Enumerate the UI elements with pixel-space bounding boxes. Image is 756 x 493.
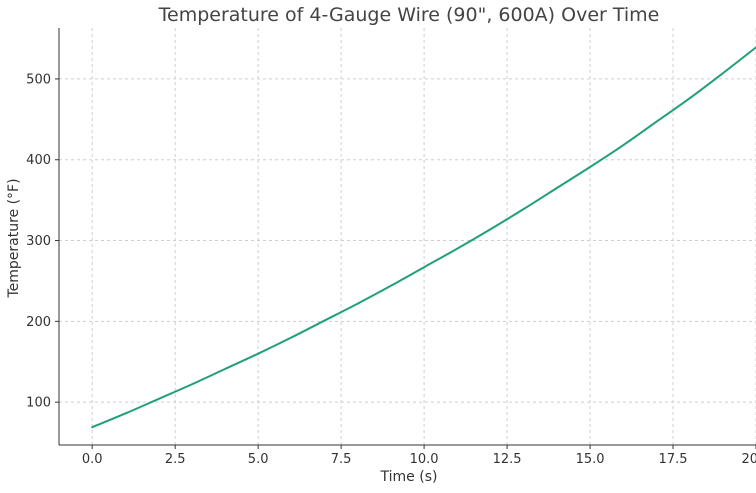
y-tick-label: 100 — [26, 396, 51, 411]
x-tick-label: 0.0 — [82, 452, 103, 467]
y-tick-label: 300 — [26, 234, 51, 249]
series — [91, 46, 756, 429]
y-tick-label: 400 — [26, 153, 51, 168]
y-tick-label: 500 — [26, 72, 51, 87]
x-tick-label: 5.0 — [248, 452, 269, 467]
x-tick-label: 15.0 — [576, 452, 605, 467]
x-tick-label: 20.0 — [742, 452, 756, 467]
ticks: 0.0 2.5 5.0 7.5 10.0 12.5 15.0 17.5 20.0 100 200 30… — [26, 72, 756, 467]
axes — [58, 28, 756, 446]
y-axis-label: Temperature (°F) — [6, 178, 22, 298]
x-tick-label: 12.5 — [493, 452, 522, 467]
x-tick-label: 17.5 — [659, 452, 688, 467]
grid — [59, 28, 756, 445]
temperature-series-line — [91, 46, 756, 429]
x-tick-label: 10.0 — [410, 452, 439, 467]
y-tick-label: 200 — [26, 315, 51, 330]
x-axis-label: Time (s) — [380, 469, 438, 485]
chart-title: Temperature of 4-Gauge Wire (90", 600A) … — [158, 4, 660, 26]
x-tick-label: 7.5 — [331, 452, 352, 467]
x-tick-label: 2.5 — [165, 452, 186, 467]
